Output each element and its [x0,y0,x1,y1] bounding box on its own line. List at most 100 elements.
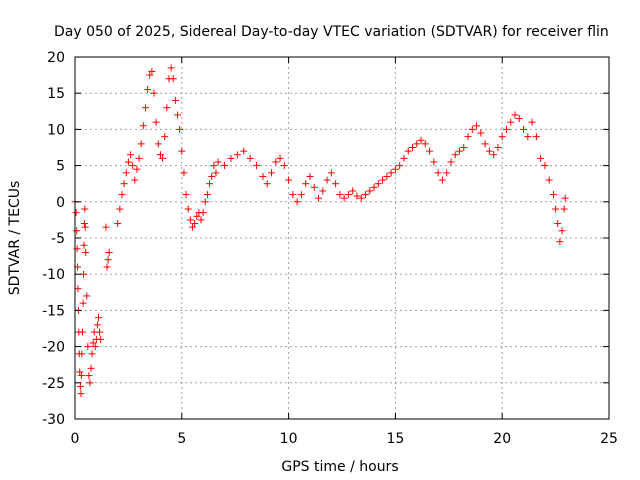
data-point [507,118,515,126]
data-points [71,64,569,398]
data-point [537,154,545,162]
data-point [148,67,156,75]
data-point [396,162,404,170]
y-tick-label: 15 [47,86,65,102]
data-point [545,176,553,184]
data-point [430,158,438,166]
data-point [520,125,528,133]
data-point [259,172,267,180]
data-point [83,292,91,300]
data-point [383,172,391,180]
data-point [122,169,130,177]
data-point [176,125,184,133]
data-point [554,220,562,228]
data-point [152,118,160,126]
data-point [171,96,179,104]
data-point [124,158,132,166]
y-tick-label: -15 [42,303,65,319]
data-point [118,191,126,199]
data-point [289,191,297,199]
data-point [374,180,382,188]
y-tick-label: -30 [42,412,65,428]
data-point [86,379,94,387]
data-point [81,223,89,231]
data-point [199,209,207,217]
data-point [549,191,557,199]
data-point [116,205,124,213]
data-point [154,140,162,148]
data-point [89,339,97,347]
data-point [315,194,323,202]
data-point [246,154,254,162]
data-point [340,194,348,202]
data-point [464,133,472,141]
data-point [82,248,90,256]
y-axis-label: SDTVAR / TECUs [7,181,23,296]
data-point [408,144,416,151]
data-point [306,172,314,180]
data-point [208,172,216,180]
data-point [297,191,305,199]
data-point [96,328,104,336]
data-point [391,165,399,173]
data-point [74,285,82,293]
data-point [327,169,335,177]
data-point [361,191,369,199]
data-point [498,133,506,141]
data-point [280,162,288,170]
data-point [85,372,93,380]
data-point [161,133,169,141]
data-point [263,180,271,188]
y-tick-label: 0 [56,195,65,211]
data-point [558,227,566,235]
data-point [434,169,442,177]
data-point [490,151,498,159]
x-axis-label: GPS time / hours [281,459,398,475]
data-point [102,223,110,231]
data-point [178,147,186,155]
data-point [188,223,196,231]
data-point [344,191,352,199]
y-tick-label: -25 [42,376,65,392]
data-point [203,191,211,199]
data-point [76,382,84,390]
data-point [366,187,374,195]
y-tick-label: -10 [42,267,65,283]
data-point [438,176,446,184]
data-point [77,390,85,398]
data-point [379,176,387,184]
data-point [477,129,485,137]
data-point [97,335,105,343]
data-point [80,270,88,278]
data-point [88,350,96,358]
data-point [210,162,218,170]
data-point [197,216,205,224]
data-point [473,122,481,130]
data-point [146,71,154,79]
data-point [73,227,81,235]
data-point [302,180,310,188]
data-point [159,154,167,162]
data-point [212,169,220,177]
data-point [141,104,149,112]
data-point [552,205,560,213]
data-point [221,162,229,170]
data-point [268,169,276,177]
x-tick-label: 25 [600,431,618,447]
data-point [180,169,188,177]
data-point [139,122,147,130]
data-point [133,165,141,173]
data-point [201,198,209,206]
data-point [556,238,564,246]
data-point [455,147,463,155]
data-point [511,111,519,119]
data-point [253,162,261,170]
data-point [103,263,111,271]
data-point [137,140,145,148]
data-point [76,368,84,376]
data-point [561,194,569,202]
data-point [293,198,301,206]
data-point [357,194,365,202]
y-tick-label: -5 [51,231,65,247]
chart-title: Day 050 of 2025, Sidereal Day-to-day VTE… [54,24,609,40]
